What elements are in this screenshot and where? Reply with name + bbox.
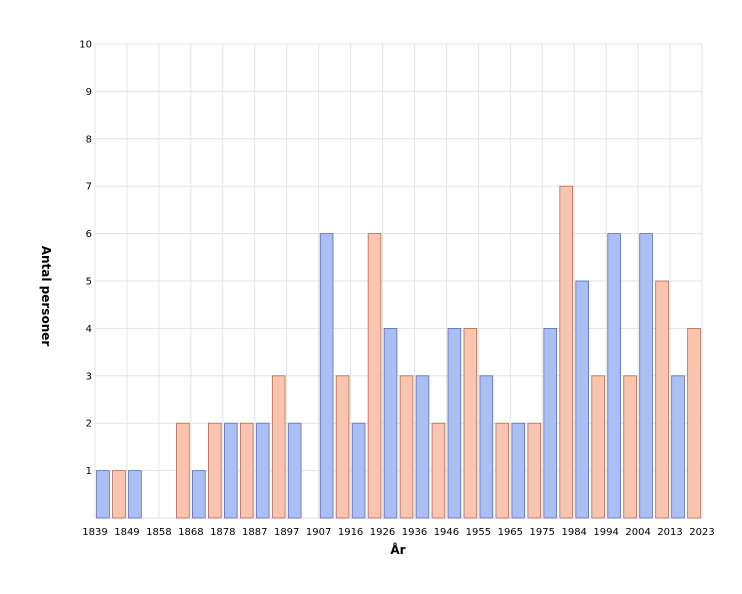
- y-tick-label: 7: [86, 182, 92, 193]
- y-tick-label: 9: [86, 87, 92, 98]
- bar-blue: [383, 327, 398, 519]
- y-axis-title: Antal personer: [39, 246, 53, 347]
- x-tick-label: 1839: [82, 527, 107, 538]
- x-axis-title: År: [390, 542, 405, 557]
- bar-salmon: [112, 470, 126, 519]
- x-tick-label: 1907: [306, 527, 331, 538]
- bar-salmon: [687, 327, 701, 519]
- x-tick-label: 2013: [657, 527, 682, 538]
- x-tick-label: 2023: [689, 527, 714, 538]
- y-tick-label: 5: [86, 277, 92, 288]
- bar-salmon: [623, 375, 637, 519]
- bar-salmon: [271, 375, 286, 519]
- x-tick-label: 1858: [146, 527, 171, 538]
- x-tick-label: 1955: [466, 527, 491, 538]
- bar-salmon: [591, 375, 605, 519]
- bar-salmon: [367, 233, 382, 519]
- bar-salmon: [399, 375, 414, 519]
- x-tick-label: 1984: [561, 527, 586, 538]
- y-tick-label: 6: [86, 229, 92, 240]
- bar-salmon: [463, 327, 478, 519]
- y-tick-label: 10: [79, 40, 92, 51]
- x-tick-label: 1887: [242, 527, 267, 538]
- bar-blue: [543, 327, 558, 519]
- bar-salmon: [655, 280, 669, 519]
- bars: [96, 185, 701, 519]
- y-axis-ticks: 1 2 3 4 5 6 7 8 9 10: [79, 40, 92, 478]
- bar-salmon: [335, 375, 350, 519]
- bar-salmon: [239, 422, 254, 519]
- bar-blue: [128, 470, 142, 519]
- y-tick-label: 4: [86, 324, 92, 335]
- x-tick-label: 1936: [402, 527, 427, 538]
- bar-blue: [319, 233, 334, 519]
- x-tick-label: 1965: [498, 527, 523, 538]
- bar-salmon: [176, 422, 190, 519]
- bar-salmon: [208, 422, 222, 519]
- bar-salmon: [431, 422, 446, 519]
- bar-blue: [447, 327, 462, 519]
- y-tick-label: 1: [86, 466, 92, 477]
- x-tick-label: 1916: [338, 527, 363, 538]
- x-tick-label: 1926: [370, 527, 395, 538]
- x-tick-label: 1868: [178, 527, 203, 538]
- y-tick-label: 3: [86, 371, 92, 382]
- bar-blue: [96, 470, 110, 519]
- bar-blue: [223, 422, 238, 519]
- bar-blue: [255, 422, 270, 519]
- bar-blue: [511, 422, 526, 519]
- x-axis-ticks: 1839 1849 1858 1868 1878 1887 1897 1907 1916 1926…: [82, 527, 714, 538]
- bar-blue: [192, 470, 206, 519]
- bar-blue: [415, 375, 430, 519]
- grid: [94, 43, 703, 519]
- bar-blue: [479, 375, 494, 519]
- bar-blue: [351, 422, 366, 519]
- x-tick-label: 1897: [274, 527, 299, 538]
- y-tick-label: 2: [86, 419, 92, 430]
- bar-blue: [607, 233, 621, 519]
- bar-salmon: [527, 422, 542, 519]
- bar-blue: [639, 233, 653, 519]
- x-tick-label: 1975: [530, 527, 555, 538]
- x-tick-label: 1994: [593, 527, 618, 538]
- bar-salmon: [495, 422, 510, 519]
- x-tick-label: 1946: [434, 527, 459, 538]
- y-tick-label: 8: [86, 134, 92, 145]
- bar-blue: [575, 280, 589, 519]
- bar-blue: [287, 422, 302, 519]
- bar-salmon: [559, 185, 574, 519]
- x-tick-label: 1878: [210, 527, 235, 538]
- x-tick-label: 2004: [625, 527, 650, 538]
- x-tick-label: 1849: [114, 527, 139, 538]
- bar-blue: [671, 375, 685, 519]
